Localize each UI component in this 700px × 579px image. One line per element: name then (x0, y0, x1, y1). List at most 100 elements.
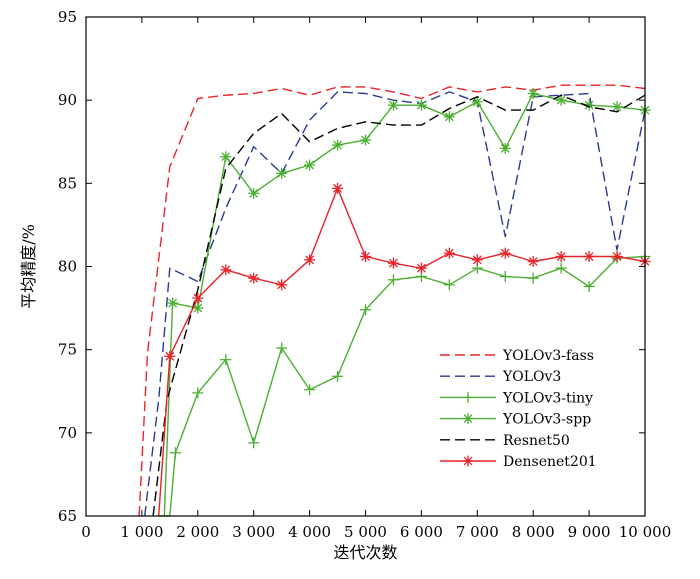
marker-densenet201 (444, 248, 454, 258)
data-point-yolov3-spp (443, 111, 455, 123)
y-axis-title: 平均精度/% (19, 224, 38, 309)
marker-yolov3-spp (361, 135, 370, 145)
legend-item-yolov3-tiny: YOLOv3-tiny (440, 390, 593, 406)
marker-densenet201 (389, 258, 398, 268)
data-point-yolov3-spp (248, 187, 260, 199)
data-point-yolov3-spp (471, 96, 483, 108)
data-point-yolov3-spp (387, 99, 399, 111)
legend-item-yolov3-fass: YOLOv3-fass (440, 348, 594, 364)
marker-yolov3-spp (333, 140, 342, 150)
series-line-yolov3 (144, 91, 646, 517)
legend-item-densenet201: Densenet201 (440, 454, 597, 470)
data-point-yolov3-tiny (387, 274, 399, 286)
data-point-densenet201 (332, 182, 344, 194)
marker-yolov3-spp (584, 100, 594, 110)
data-point-densenet201 (164, 350, 176, 362)
marker-yolov3-spp (416, 100, 426, 110)
legend-item-resnet50: Resnet50 (440, 433, 570, 449)
marker-densenet201 (500, 248, 510, 258)
marker-yolov3-spp (500, 143, 510, 153)
marker-densenet201 (472, 255, 482, 265)
data-point-yolov3-tiny (583, 280, 595, 292)
legend-item-yolov3: YOLOv3 (440, 369, 561, 385)
marker-yolov3-spp (444, 112, 454, 122)
x-tick-label: 2 000 (176, 523, 219, 541)
legend-marker-densenet201 (463, 456, 473, 466)
data-point-densenet201 (387, 257, 399, 269)
marker-densenet201 (165, 351, 175, 361)
marker-yolov3-spp (556, 95, 566, 105)
series-line-yolov3-tiny (158, 255, 646, 517)
marker-densenet201 (277, 280, 287, 290)
data-point-densenet201 (555, 251, 567, 263)
marker-densenet201 (333, 183, 342, 193)
data-point-yolov3-tiny (304, 384, 316, 396)
series-yolov3 (144, 91, 646, 517)
data-point-yolov3-spp (611, 101, 623, 113)
data-point-yolov3-tiny (248, 437, 260, 449)
series-resnet50 (152, 94, 646, 517)
y-tick-label: 80 (58, 258, 77, 276)
data-point-yolov3-tiny (192, 387, 204, 399)
data-point-densenet201 (248, 272, 260, 284)
marker-yolov3-spp (168, 298, 178, 308)
marker-densenet201 (584, 252, 594, 261)
marker-yolov3-spp (472, 97, 482, 107)
data-point-densenet201 (499, 247, 511, 259)
series-densenet201 (158, 182, 651, 517)
data-point-yolov3-tiny (443, 279, 455, 291)
series-line-resnet50 (152, 94, 646, 517)
y-tick-label: 70 (58, 424, 77, 442)
marker-yolov3-spp (612, 102, 622, 112)
x-tick-label: 4 000 (288, 523, 331, 541)
legend-label-yolov3-tiny: YOLOv3-tiny (502, 390, 593, 406)
x-tick-label: 8 000 (512, 523, 555, 541)
x-tick-label: 10 000 (619, 523, 672, 541)
y-tick-label: 90 (58, 91, 77, 109)
data-point-yolov3-spp (276, 167, 288, 179)
legend-label-densenet201: Densenet201 (503, 454, 597, 470)
data-point-densenet201 (415, 262, 427, 274)
y-tick-label: 95 (58, 8, 77, 26)
series-yolov3-tiny (158, 251, 651, 517)
series-yolov3-spp (163, 88, 651, 517)
marker-densenet201 (528, 257, 538, 266)
y-tick-label: 75 (58, 341, 77, 359)
ticks-layer: 0 1 000 2 000 3 000 4 000 5 000 6 000 7 000 8 00… (58, 8, 671, 541)
data-point-densenet201 (304, 254, 316, 266)
x-tick-label: 3 000 (232, 523, 275, 541)
series-layer (138, 84, 651, 517)
data-point-yolov3-spp (332, 139, 344, 151)
data-point-yolov3-tiny (332, 370, 344, 382)
data-point-yolov3-tiny (220, 354, 232, 366)
data-point-yolov3-spp (167, 297, 179, 309)
data-point-densenet201 (192, 292, 204, 304)
x-axis-title: 迭代次数 (333, 543, 397, 562)
marker-densenet201 (249, 273, 259, 283)
marker-densenet201 (612, 252, 622, 261)
marker-densenet201 (193, 293, 203, 303)
marker-densenet201 (221, 265, 231, 275)
data-point-yolov3-spp (415, 99, 427, 111)
marker-densenet201 (416, 263, 426, 273)
data-point-yolov3-tiny (499, 270, 511, 282)
x-tick-label: 0 (81, 523, 91, 541)
data-point-yolov3-tiny (276, 342, 288, 354)
marker-yolov3-spp (389, 100, 398, 110)
legend-marker-yolov3-spp (463, 414, 473, 424)
data-point-yolov3-spp (192, 302, 204, 314)
data-point-densenet201 (583, 251, 595, 263)
series-line-yolov3-fass (138, 84, 646, 517)
legend-label-yolov3-fass: YOLOv3-fass (502, 348, 594, 364)
marker-yolov3-spp (528, 89, 538, 98)
legend-label-resnet50: Resnet50 (503, 433, 570, 449)
x-tick-label: 5 000 (344, 523, 387, 541)
marker-yolov3-spp (193, 303, 203, 313)
legend: YOLOv3-fass YOLOv3 YOLOv3-tiny YOLOv3-spp Re… (440, 348, 597, 470)
data-point-densenet201 (276, 279, 288, 291)
data-point-densenet201 (527, 256, 539, 268)
data-point-densenet201 (220, 264, 232, 276)
series-line-yolov3-spp (163, 92, 646, 517)
data-point-densenet201 (611, 251, 623, 263)
